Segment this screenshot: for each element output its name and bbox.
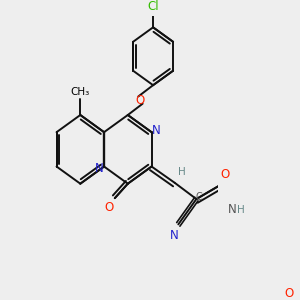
- Text: H: H: [178, 167, 186, 177]
- Text: N: N: [152, 124, 161, 137]
- Text: O: O: [136, 94, 145, 106]
- Text: N: N: [227, 203, 236, 216]
- Text: O: O: [104, 201, 114, 214]
- Text: H: H: [237, 205, 244, 215]
- Text: O: O: [284, 286, 293, 299]
- Text: N: N: [170, 229, 179, 242]
- Text: Cl: Cl: [147, 0, 159, 13]
- Text: O: O: [220, 168, 230, 181]
- Text: N: N: [94, 162, 103, 175]
- Text: CH₃: CH₃: [71, 86, 90, 97]
- Text: C: C: [195, 192, 202, 202]
